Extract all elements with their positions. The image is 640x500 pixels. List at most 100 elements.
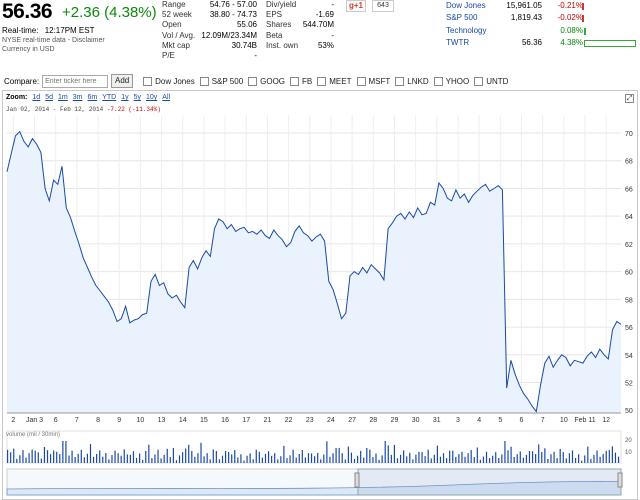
volume-bar — [412, 459, 414, 463]
compare-checkbox[interactable] — [290, 76, 300, 86]
compare-checkbox[interactable] — [248, 76, 258, 86]
market-name[interactable]: S&P 500 — [446, 13, 478, 23]
compare-item[interactable]: S&P 500 — [199, 76, 243, 86]
y-tick-label: 50 — [625, 408, 633, 415]
zoom-option[interactable]: 1m — [57, 94, 68, 101]
x-tick-label: 10 — [560, 417, 568, 424]
compare-checkbox[interactable] — [317, 76, 327, 86]
volume-bar — [550, 454, 552, 463]
price-chart[interactable]: Zoom: 1d 5d 1m 3m 6m YTD 1y 5y 10y All Jan 02, 20… — [2, 90, 638, 500]
volume-bar — [617, 456, 620, 463]
compare-ticker-label: LNKD — [407, 76, 429, 86]
compare-item[interactable]: MSFT — [356, 76, 390, 86]
compare-checkbox[interactable] — [199, 76, 209, 86]
volume-bar — [185, 448, 187, 463]
volume-bar — [581, 460, 583, 463]
compare-checkbox[interactable] — [433, 76, 443, 86]
stat-value: - — [331, 30, 334, 40]
x-tick-label: 29 — [391, 417, 399, 424]
x-tick-label: 31 — [433, 417, 441, 424]
x-tick-label: 27 — [348, 417, 356, 424]
google-plus-button[interactable]: g+1 — [346, 0, 366, 12]
compare-item[interactable]: MEET — [317, 76, 352, 86]
volume-tick-label: 10 — [625, 450, 632, 456]
expand-icon[interactable]: ⤢ — [625, 94, 634, 103]
range-change: -7.22 (-11.34%) — [106, 106, 161, 113]
x-tick-label: 15 — [200, 417, 208, 424]
volume-bar — [455, 456, 457, 463]
navigator-selection[interactable] — [357, 468, 622, 496]
compare-item[interactable]: FB — [290, 76, 312, 86]
compare-item[interactable]: LNKD — [395, 76, 429, 86]
volume-tick-label: 20 — [625, 438, 632, 444]
market-change: 4.38% — [560, 38, 583, 48]
add-ticker-button[interactable]: Add — [111, 74, 134, 88]
compare-ticker-label: MEET — [329, 76, 352, 86]
volume-bar — [544, 448, 546, 463]
volume-bar — [194, 456, 196, 463]
stat-row: EPS -1.69 — [266, 10, 334, 20]
x-tick-label: 14 — [179, 417, 187, 424]
navigator-sparkline — [6, 480, 622, 496]
market-value: 56.36 — [521, 38, 542, 48]
zoom-option[interactable]: YTD — [102, 94, 117, 101]
x-tick-label: 2 — [11, 417, 15, 424]
volume-bar — [310, 453, 313, 463]
volume-bar — [461, 451, 463, 463]
volume-bar — [89, 444, 92, 463]
volume-bar — [304, 457, 306, 463]
volume-bar — [274, 453, 276, 463]
zoom-option[interactable]: 5d — [45, 94, 53, 101]
volume-bar — [608, 449, 610, 463]
volume-bar — [65, 441, 67, 463]
volume-bar — [565, 458, 567, 463]
navigator-handle-left[interactable] — [354, 472, 360, 488]
volume-bar — [485, 451, 488, 463]
volume-bar — [409, 452, 411, 463]
compare-item[interactable]: Dow Jones — [143, 76, 195, 86]
compare-checkbox[interactable] — [356, 76, 366, 86]
stat-value: 38.80 - 74.73 — [209, 10, 257, 20]
market-name[interactable]: TWTR — [446, 38, 470, 48]
volume-bar — [507, 450, 509, 463]
compare-item[interactable]: YHOO — [433, 76, 469, 86]
zoom-option[interactable]: 5y — [133, 94, 141, 101]
volume-bar — [258, 451, 260, 463]
compare-checkbox[interactable] — [474, 76, 484, 86]
compare-item[interactable]: GOOG — [248, 76, 285, 86]
market-value: 15,961.05 — [506, 1, 542, 10]
compare-ticker-input[interactable] — [42, 74, 109, 88]
zoom-option[interactable]: All — [162, 94, 171, 101]
volume-bar — [237, 457, 239, 463]
volume-bar — [421, 452, 423, 463]
volume-bar — [154, 454, 156, 463]
market-name[interactable]: Dow Jones — [446, 1, 486, 10]
compare-checkbox[interactable] — [395, 76, 405, 86]
volume-bar — [329, 456, 331, 463]
compare-checkbox[interactable] — [143, 76, 153, 86]
disclaimer-line[interactable]: NYSE real-time data - Disclaimer — [2, 37, 105, 44]
stat-label: P/E — [162, 51, 175, 61]
zoom-option[interactable]: 3m — [72, 94, 83, 101]
zoom-option[interactable]: 1y — [121, 94, 129, 101]
volume-bar — [593, 454, 595, 463]
volume-bar — [433, 454, 435, 463]
quote-header: 56.36 +2.36 (4.38%) Real-time: 12:17PM E… — [0, 0, 640, 70]
market-change-bar — [581, 3, 638, 10]
volume-bar — [129, 454, 131, 463]
navigator-handle-right[interactable] — [617, 472, 623, 488]
volume-bar — [126, 454, 128, 463]
market-name[interactable]: Technology — [446, 25, 487, 35]
zoom-option[interactable]: 6m — [87, 94, 98, 101]
volume-bar — [393, 444, 396, 463]
zoom-option[interactable]: 1d — [32, 94, 41, 101]
volume-bar — [522, 457, 524, 463]
volume-bar — [338, 447, 340, 463]
stat-value: 53% — [317, 40, 334, 50]
x-tick-label: Jan 3 — [26, 417, 43, 424]
zoom-option[interactable]: 10y — [146, 94, 158, 101]
volume-bar — [142, 459, 144, 463]
volume-bar — [307, 453, 310, 463]
compare-item[interactable]: UNTD — [474, 76, 508, 86]
volume-bar — [449, 450, 451, 463]
